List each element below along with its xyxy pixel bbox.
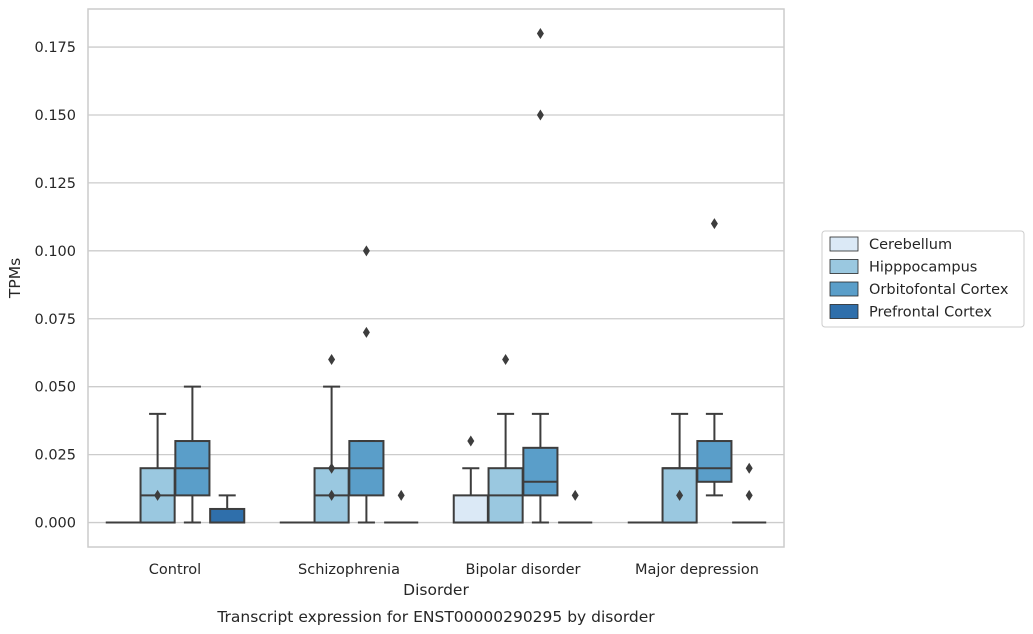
outlier-point <box>328 354 336 366</box>
outlier-point <box>745 462 753 474</box>
box-3-1 <box>661 412 698 524</box>
outlier-point <box>710 218 718 230</box>
legend-label: Orbitofontal Cortex <box>869 282 1009 298</box>
x-tick-label: Major depression <box>635 562 759 578</box>
box-iqr <box>452 494 489 524</box>
legend-swatch <box>829 281 859 297</box>
x-tick-label: Schizophrenia <box>298 562 400 578</box>
y-tick-label: 0.150 <box>34 108 76 124</box>
box-3-3 <box>732 462 767 524</box>
x-tick-label: Bipolar disorder <box>466 562 581 578</box>
outlier-point <box>467 435 475 447</box>
outlier-point <box>676 489 684 501</box>
outlier-point <box>745 489 753 501</box>
figure-caption: Transcript expression for ENST0000029029… <box>216 608 655 626</box>
box-2-3 <box>558 489 593 524</box>
x-tick-label: Control <box>149 562 201 578</box>
plot-area-frame <box>87 8 785 548</box>
box-2-2 <box>522 27 559 524</box>
y-tick-label: 0.125 <box>34 176 76 192</box>
box-1-1 <box>313 354 350 524</box>
y-tick-label: 0.050 <box>34 380 76 396</box>
box-iqr <box>522 446 559 497</box>
outlier-point <box>397 489 405 501</box>
box-3-2 <box>696 218 733 497</box>
box-2-1 <box>487 354 524 524</box>
legend-label: Cerebellum <box>869 237 952 253</box>
legend-swatch <box>829 259 859 274</box>
outlier-point <box>154 489 162 501</box>
box-1-3 <box>384 489 419 524</box>
y-axis-label: TPMs <box>6 258 24 299</box>
legend-frame <box>821 230 1025 328</box>
outlier-point <box>328 462 336 474</box>
legend-swatch <box>829 236 859 252</box>
x-axis-tick-labels: Control Schizophrenia Bipolar disorder Majo… <box>149 562 759 578</box>
y-tick-label: 0.075 <box>34 312 76 328</box>
y-tick-label: 0.000 <box>34 516 76 532</box>
box-0-3 <box>209 494 246 524</box>
x-axis-label: Disorder <box>403 581 469 599</box>
outlier-point <box>502 354 510 366</box>
outlier-point <box>536 27 544 39</box>
legend-label: Hipppocampus <box>869 260 977 276</box>
y-tick-label: 0.175 <box>34 40 76 56</box>
legend-label: Prefrontal Cortex <box>869 305 992 321</box>
box-0-1 <box>139 412 176 524</box>
box-iqr <box>209 507 246 524</box>
outlier-point <box>362 245 370 257</box>
legend-swatch <box>829 304 859 319</box>
y-axis-tick-labels: 0.000 0.025 0.050 0.075 0.100 0.125 0.150 0.175 <box>34 40 76 532</box>
box-iqr <box>696 440 733 483</box>
box-2-0 <box>452 435 489 524</box>
box-0-2 <box>174 385 211 524</box>
legend: Cerebellum Hipppocampus Orbitofontal Corte… <box>821 230 1025 328</box>
outlier-point <box>536 109 544 121</box>
outlier-point <box>571 489 579 501</box>
outlier-point <box>328 489 336 501</box>
box-1-2 <box>348 245 385 524</box>
y-tick-label: 0.025 <box>34 448 76 464</box>
outlier-point <box>362 326 370 338</box>
y-tick-label: 0.100 <box>34 244 76 260</box>
boxes-layer <box>105 27 767 524</box>
